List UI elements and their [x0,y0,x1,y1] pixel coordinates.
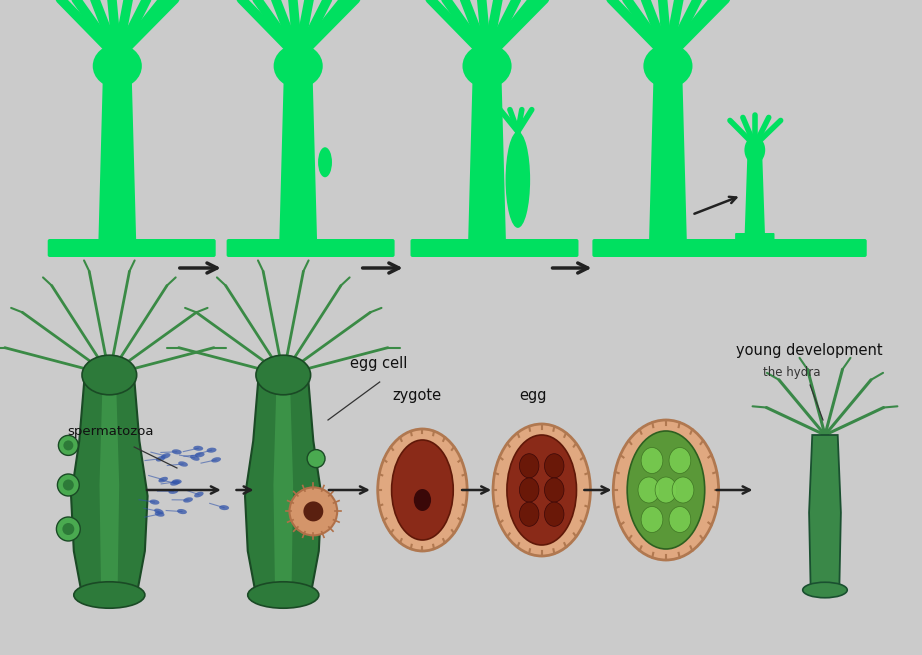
Ellipse shape [638,477,660,503]
Ellipse shape [161,453,171,458]
Text: egg cell: egg cell [349,356,408,371]
FancyBboxPatch shape [72,240,163,256]
Ellipse shape [493,424,590,556]
Ellipse shape [463,44,512,88]
Ellipse shape [194,446,203,451]
Ellipse shape [171,449,182,455]
Ellipse shape [63,479,74,491]
FancyBboxPatch shape [735,233,774,249]
Ellipse shape [183,497,193,502]
Ellipse shape [545,454,564,478]
Ellipse shape [207,447,217,453]
Ellipse shape [669,447,691,474]
FancyBboxPatch shape [253,240,344,256]
Ellipse shape [219,505,229,510]
Ellipse shape [177,509,187,514]
Ellipse shape [155,512,164,517]
Ellipse shape [82,355,136,395]
Ellipse shape [627,431,704,549]
Ellipse shape [56,517,80,541]
Ellipse shape [644,44,692,88]
Text: spermatozoa: spermatozoa [67,425,154,438]
Ellipse shape [641,447,663,474]
Polygon shape [279,66,317,241]
Ellipse shape [274,44,323,88]
Ellipse shape [159,477,168,483]
Ellipse shape [656,477,677,503]
Ellipse shape [171,480,180,486]
Ellipse shape [507,435,576,545]
Ellipse shape [519,502,539,527]
Polygon shape [744,150,765,241]
Text: egg: egg [519,388,547,403]
Ellipse shape [156,456,165,462]
Ellipse shape [307,449,325,468]
Ellipse shape [519,454,539,478]
FancyBboxPatch shape [410,239,578,257]
Polygon shape [71,375,148,595]
Ellipse shape [545,478,564,502]
Ellipse shape [256,355,311,395]
Ellipse shape [505,132,530,228]
Ellipse shape [63,523,75,535]
Ellipse shape [641,506,663,533]
Ellipse shape [613,420,718,560]
Polygon shape [99,66,136,241]
Ellipse shape [211,457,221,462]
Ellipse shape [290,487,337,535]
Ellipse shape [57,474,79,496]
FancyBboxPatch shape [622,240,714,256]
Ellipse shape [64,440,74,451]
Ellipse shape [169,489,178,494]
Polygon shape [468,66,506,241]
Ellipse shape [414,489,431,511]
Polygon shape [245,375,322,595]
FancyBboxPatch shape [593,239,867,257]
Ellipse shape [545,502,564,527]
Ellipse shape [672,477,694,503]
Ellipse shape [195,492,204,497]
Text: the hydra: the hydra [763,366,821,379]
Ellipse shape [669,506,691,533]
Text: young development: young development [736,343,882,358]
Ellipse shape [154,508,164,514]
Ellipse shape [392,440,454,540]
Ellipse shape [303,501,324,521]
Ellipse shape [171,479,182,484]
Polygon shape [810,435,841,590]
Ellipse shape [93,44,142,88]
Ellipse shape [378,429,467,551]
Ellipse shape [803,582,847,598]
Ellipse shape [195,452,205,457]
FancyBboxPatch shape [48,239,216,257]
Ellipse shape [74,582,145,608]
Ellipse shape [248,582,319,608]
Ellipse shape [178,461,188,466]
FancyBboxPatch shape [227,239,395,257]
Ellipse shape [318,147,332,178]
Ellipse shape [58,436,78,455]
Ellipse shape [744,136,765,164]
Polygon shape [649,66,687,241]
Ellipse shape [149,500,160,504]
Polygon shape [274,375,293,595]
Text: zygote: zygote [393,388,442,403]
Ellipse shape [519,478,539,502]
Polygon shape [100,375,119,595]
FancyBboxPatch shape [442,240,533,256]
Ellipse shape [305,492,327,514]
Ellipse shape [190,455,199,461]
